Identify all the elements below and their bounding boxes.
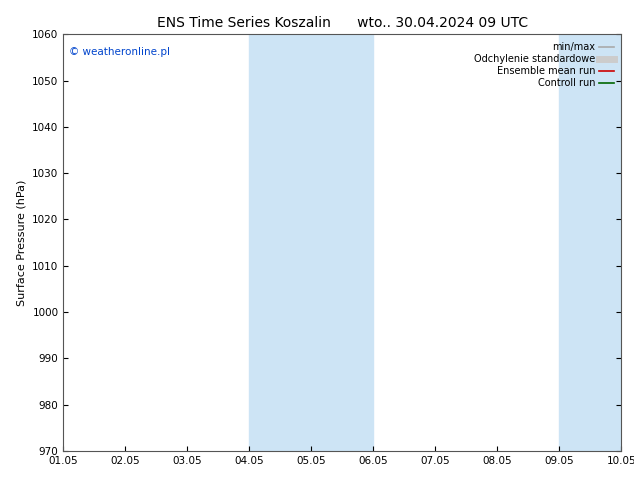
- Bar: [249, 34, 373, 451]
- Text: © weatheronline.pl: © weatheronline.pl: [69, 47, 170, 57]
- Bar: [559, 34, 634, 451]
- Legend: min/max, Odchylenie standardowe, Ensemble mean run, Controll run: min/max, Odchylenie standardowe, Ensembl…: [471, 39, 616, 91]
- Y-axis label: Surface Pressure (hPa): Surface Pressure (hPa): [16, 179, 27, 306]
- Title: ENS Time Series Koszalin      wto.. 30.04.2024 09 UTC: ENS Time Series Koszalin wto.. 30.04.202…: [157, 16, 528, 30]
